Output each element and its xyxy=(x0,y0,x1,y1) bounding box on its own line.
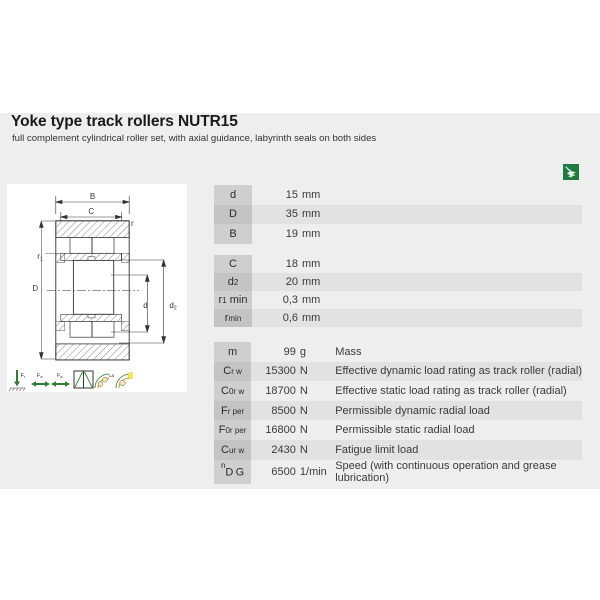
svg-text:D: D xyxy=(32,284,38,293)
svg-text:d: d xyxy=(143,301,147,310)
svg-text:r1: r1 xyxy=(37,252,43,263)
svg-text:Fr: Fr xyxy=(21,373,26,379)
svg-text:Fa: Fa xyxy=(37,373,43,379)
svg-text:La: La xyxy=(109,373,115,378)
svg-text:B: B xyxy=(90,192,95,201)
svg-text:d2: d2 xyxy=(169,301,176,312)
svg-text:r: r xyxy=(131,219,134,228)
svg-text:Fa: Fa xyxy=(57,373,63,379)
svg-text:C: C xyxy=(88,207,94,216)
